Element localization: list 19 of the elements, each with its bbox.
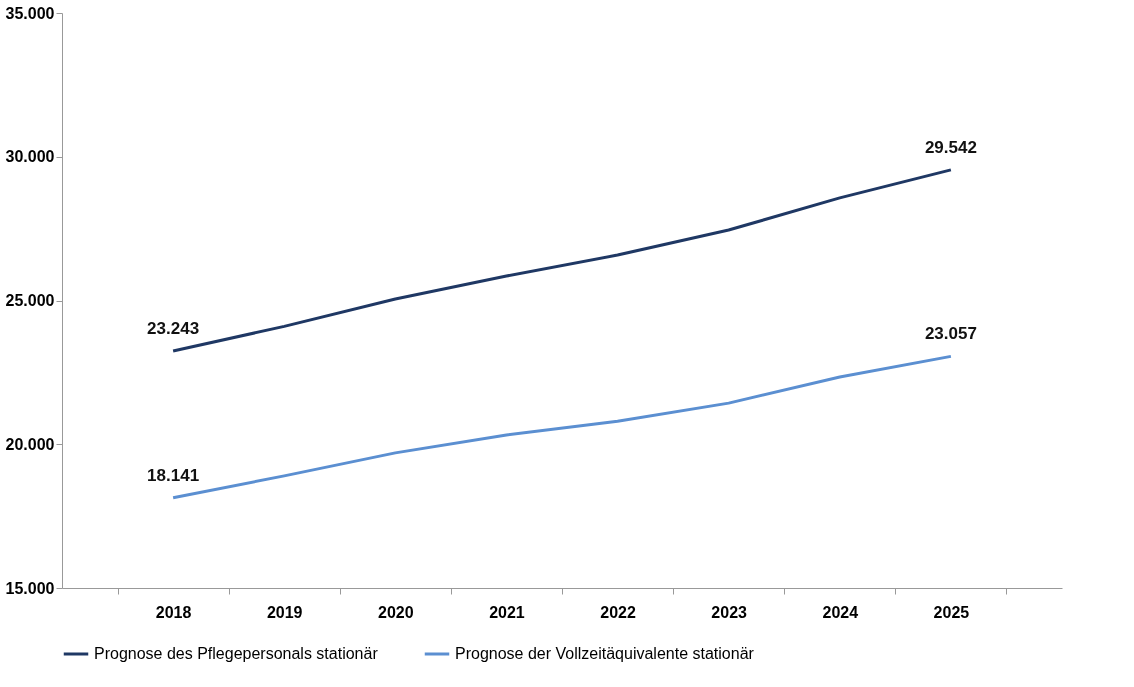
y-tick-label: 25.000 xyxy=(5,292,55,309)
data-label: 23.243 xyxy=(147,319,200,339)
data-label: 18.141 xyxy=(147,465,200,485)
x-tick-label: 2024 xyxy=(822,603,859,621)
x-tick-label: 2025 xyxy=(933,603,970,621)
data-label: 23.057 xyxy=(924,324,977,344)
y-tick-label: 30.000 xyxy=(5,148,55,166)
legend-label: Prognose der Vollzeitäquivalente stationär xyxy=(455,645,755,662)
y-tick-label: 15.000 xyxy=(5,579,55,597)
x-tick-label: 2021 xyxy=(489,603,525,621)
x-tick-label: 2018 xyxy=(155,603,192,621)
x-tick-label: 2022 xyxy=(600,603,636,621)
y-tick-label: 20.000 xyxy=(5,435,55,453)
data-label: 29.542 xyxy=(924,137,977,157)
x-tick-label: 2019 xyxy=(266,603,303,621)
x-tick-label: 2023 xyxy=(711,603,748,621)
x-tick-label: 2020 xyxy=(378,603,414,621)
y-tick-label: 35.000 xyxy=(5,4,55,22)
legend-label: Prognose des Pflegepersonals stationär xyxy=(94,645,379,662)
